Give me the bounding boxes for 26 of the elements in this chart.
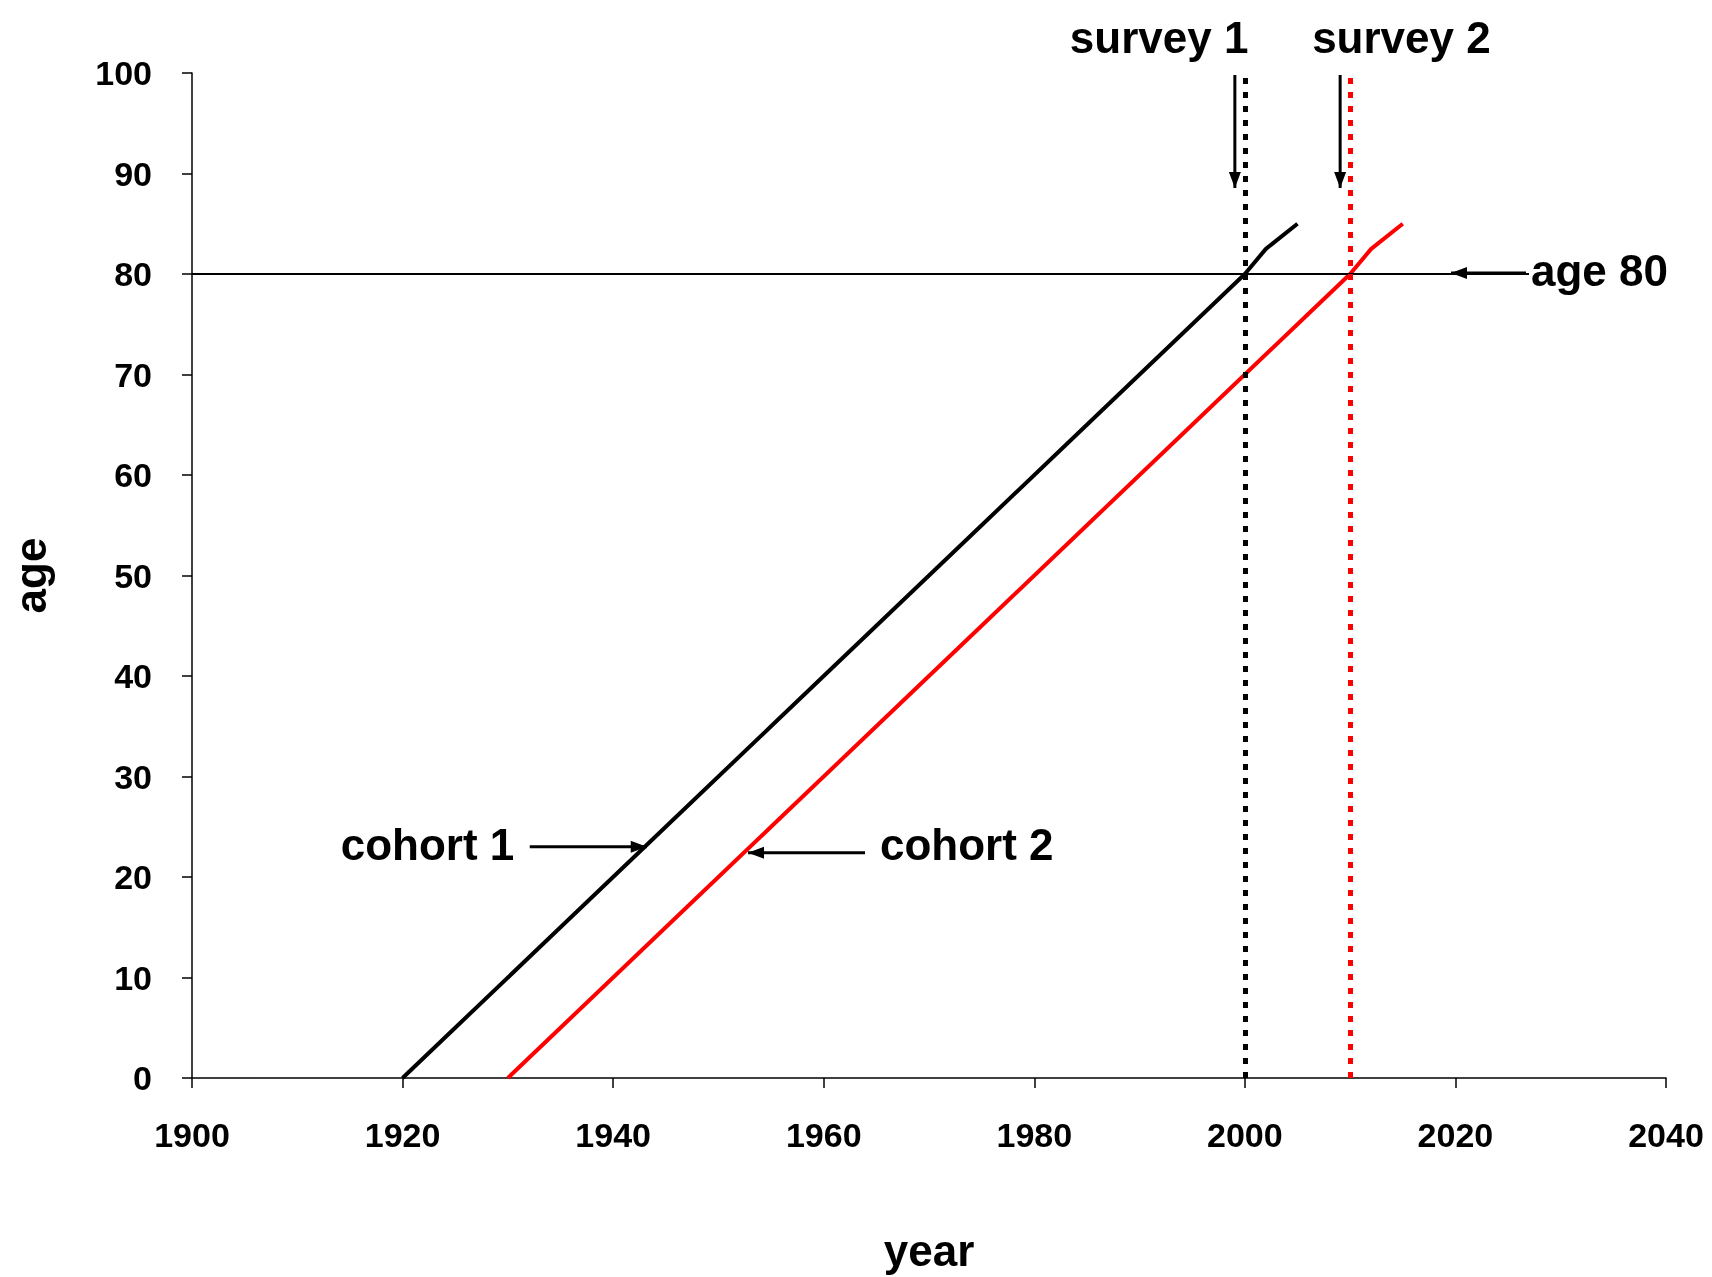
- x-tick-label: 1960: [785, 1116, 862, 1154]
- x-tick-label: 2040: [1628, 1116, 1704, 1154]
- x-tick-label: 2020: [1417, 1116, 1494, 1154]
- y-tick-label: 100: [95, 54, 152, 92]
- x-axis-title: year: [883, 1225, 975, 1275]
- annotation: cohort 1: [340, 819, 515, 869]
- y-axis-title: age: [5, 537, 55, 614]
- y-tick-label: 40: [114, 657, 152, 695]
- y-tick-label: 70: [114, 355, 152, 394]
- ref-line-label: survey 2: [1312, 13, 1491, 62]
- x-tick-label: 1980: [996, 1116, 1073, 1154]
- ref-line-label: survey 1: [1069, 13, 1249, 62]
- annotation: cohort 2: [880, 819, 1054, 869]
- y-tick-label: 30: [114, 757, 152, 796]
- y-tick-label: 0: [133, 1059, 152, 1097]
- ref-line-label: age 80: [1529, 245, 1670, 297]
- y-tick-label: 80: [114, 255, 152, 293]
- x-tick-label: 1940: [575, 1116, 651, 1154]
- y-tick-label: 10: [114, 958, 152, 997]
- y-tick-label: 90: [114, 154, 152, 193]
- x-tick-label: 1920: [364, 1116, 441, 1154]
- y-tick-label: 20: [114, 858, 152, 896]
- y-tick-label: 50: [114, 556, 152, 595]
- y-tick-label: 60: [114, 456, 152, 494]
- x-tick-label: 1900: [154, 1116, 230, 1154]
- x-tick-label: 2000: [1207, 1116, 1283, 1154]
